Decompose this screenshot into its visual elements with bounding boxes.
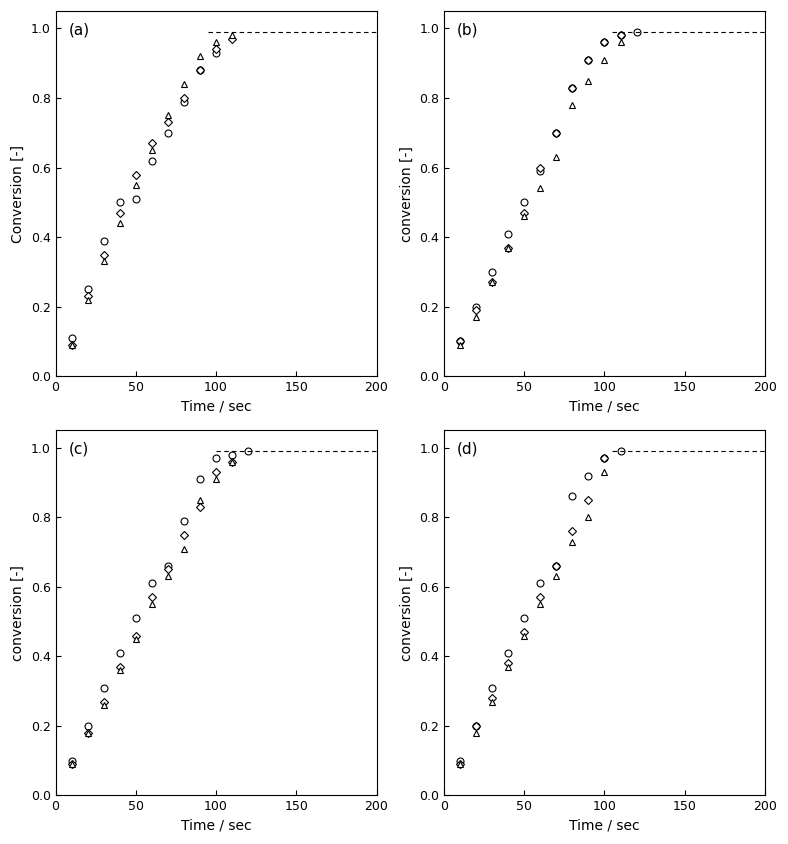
X-axis label: Time / sec: Time / sec: [180, 400, 251, 414]
Y-axis label: conversion [-]: conversion [-]: [400, 565, 414, 661]
Y-axis label: conversion [-]: conversion [-]: [11, 565, 25, 661]
Y-axis label: conversion [-]: conversion [-]: [400, 146, 414, 241]
X-axis label: Time / sec: Time / sec: [569, 819, 640, 833]
X-axis label: Time / sec: Time / sec: [569, 400, 640, 414]
Text: (b): (b): [457, 22, 478, 37]
Text: (a): (a): [69, 22, 90, 37]
X-axis label: Time / sec: Time / sec: [180, 819, 251, 833]
Y-axis label: Conversion [-]: Conversion [-]: [11, 144, 25, 243]
Text: (d): (d): [457, 441, 478, 457]
Text: (c): (c): [69, 441, 88, 457]
